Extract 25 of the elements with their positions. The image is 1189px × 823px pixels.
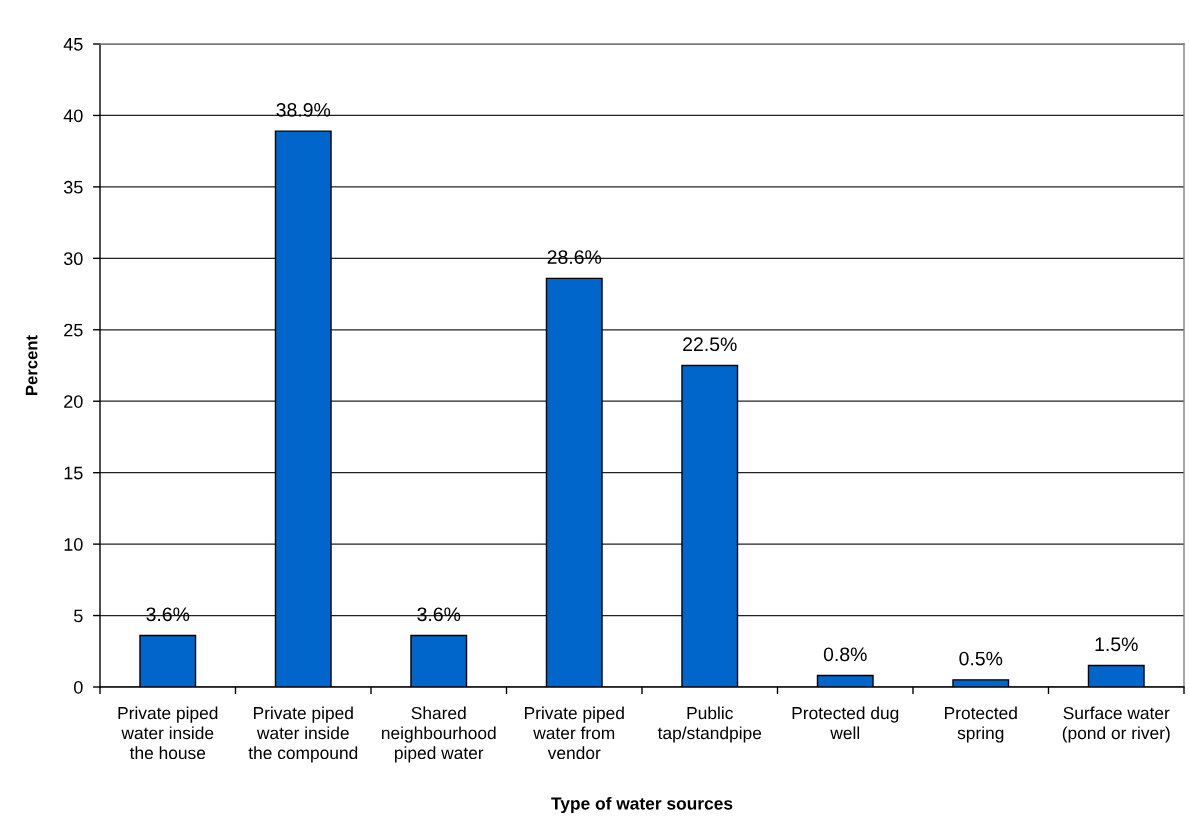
data-label: 1.5% — [1095, 637, 1138, 652]
y-axis-title: Percent — [25, 335, 38, 395]
data-label: 38.9% — [276, 103, 331, 117]
y-tick-label: 45 — [63, 38, 83, 51]
y-tick-label: 30 — [63, 252, 83, 266]
x-tick-label: Private piped water from vendor — [525, 706, 624, 760]
y-tick-label: 40 — [63, 109, 83, 123]
data-label: 22.5% — [683, 337, 737, 352]
x-tick-label: Private piped water inside the compound — [248, 706, 358, 763]
y-tick-label: 35 — [63, 180, 83, 194]
y-tick-label: 10 — [64, 538, 83, 551]
x-tick-label: Protected dug well — [792, 706, 899, 740]
y-tick-label: 25 — [64, 323, 83, 337]
x-tick-label: Surface water (pond or river) — [1062, 706, 1170, 743]
data-label: 0.8% — [823, 647, 867, 662]
y-tick-label: 20 — [64, 395, 83, 408]
x-tick-label: Protected spring — [945, 706, 1017, 743]
y-tick-label: 5 — [74, 609, 83, 623]
x-tick-label: Public tap/standpipe — [657, 706, 762, 743]
x-tick-label: Private piped water inside the house — [118, 706, 218, 760]
x-axis-title: Type of water sources — [551, 796, 733, 814]
y-tick-label: 0 — [74, 680, 83, 694]
y-tick-label: 15 — [64, 466, 83, 480]
data-label: 0.5% — [959, 651, 1003, 666]
x-tick-label: Shared neighbourhood piped water — [381, 706, 496, 763]
